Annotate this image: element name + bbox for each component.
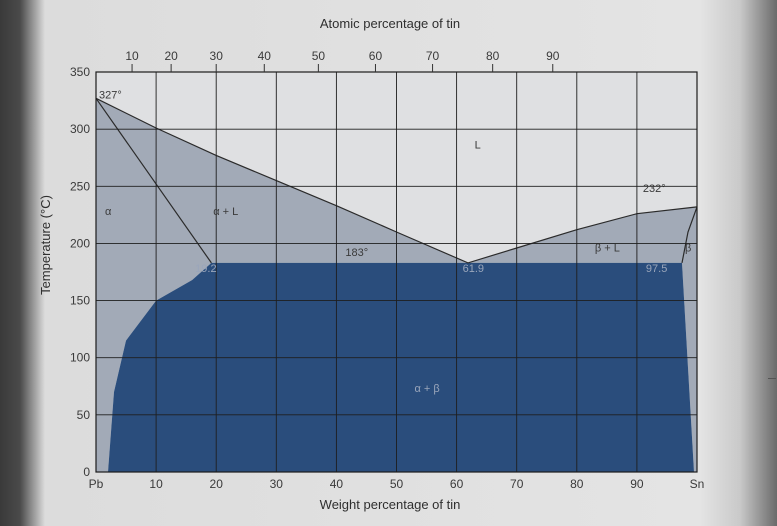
- bottom-tick-label: 40: [330, 477, 344, 491]
- phase-annotation: 61.9: [463, 263, 484, 275]
- top-tick-label: 40: [258, 49, 272, 63]
- phase-annotation: 183°: [345, 247, 368, 259]
- grid-lines: [95, 71, 698, 473]
- bottom-tick-label: Pb: [89, 477, 104, 491]
- phase-annotation: α + L: [213, 206, 238, 218]
- top-tick-label: 90: [546, 49, 560, 63]
- top-tick-label: 80: [486, 49, 500, 63]
- edge-mark: [768, 378, 776, 379]
- top-tick-label: 20: [164, 49, 178, 63]
- phase-annotation: β + L: [595, 242, 620, 254]
- top-axis-title: Atomic percentage of tin: [320, 16, 460, 31]
- beta-solidus-line: [681, 206, 698, 264]
- phase-annotation: α: [105, 206, 112, 218]
- y-tick-label: 200: [70, 236, 90, 250]
- bottom-tick-label: 50: [390, 477, 404, 491]
- bottom-tick-label: 10: [149, 477, 163, 491]
- phase-annotation: 327°: [99, 89, 122, 101]
- alpha-plus-beta-region: [108, 262, 694, 472]
- bottom-tick-label: 30: [270, 477, 284, 491]
- beta-plus-liquid-region: [468, 206, 697, 472]
- top-tick-label: 30: [210, 49, 224, 63]
- y-tick-label: 350: [70, 65, 90, 79]
- bottom-tick-label: 20: [210, 477, 224, 491]
- y-tick-label: 300: [70, 122, 90, 136]
- bottom-tick-label: 90: [630, 477, 644, 491]
- phase-annotation: α + β: [415, 383, 440, 395]
- tick-labels: 10 20 30 40 50 60 70 80 90 Pb 10 20 30 40 50 60 70 80 90 Sn…: [70, 49, 704, 491]
- bottom-axis-title: Weight percentage of tin: [320, 497, 461, 512]
- y-tick-label: 50: [77, 408, 91, 422]
- bottom-tick-label: 80: [570, 477, 584, 491]
- bottom-tick-label: Sn: [690, 477, 705, 491]
- phase-annotation: 97.5: [646, 263, 667, 275]
- phase-annotation: L: [475, 140, 481, 152]
- phase-annotation: β: [685, 242, 691, 254]
- alpha-plus-liquid-region: [96, 98, 468, 473]
- top-tick-label: 10: [125, 49, 139, 63]
- alpha-solidus-line: [95, 97, 212, 264]
- y-tick-label: 0: [83, 465, 90, 479]
- phase-annotation: 232°: [643, 183, 666, 195]
- top-tick-label: 70: [426, 49, 440, 63]
- y-tick-label: 150: [70, 294, 90, 308]
- y-tick-label: 250: [70, 179, 90, 193]
- phase-annotation: 19.2: [195, 263, 216, 275]
- top-tick-label: 50: [312, 49, 326, 63]
- phase-labels: 327° 232° 183° 19.2 61.9 97.5 Lα α + L β + L β α +…: [99, 89, 691, 395]
- top-tick-label: 60: [369, 49, 383, 63]
- bottom-tick-label: 60: [450, 477, 464, 491]
- y-tick-label: 100: [70, 351, 90, 365]
- y-axis-title: Temperature (°C): [38, 195, 53, 295]
- bottom-tick-label: 70: [510, 477, 524, 491]
- plot-frame: [95, 71, 698, 473]
